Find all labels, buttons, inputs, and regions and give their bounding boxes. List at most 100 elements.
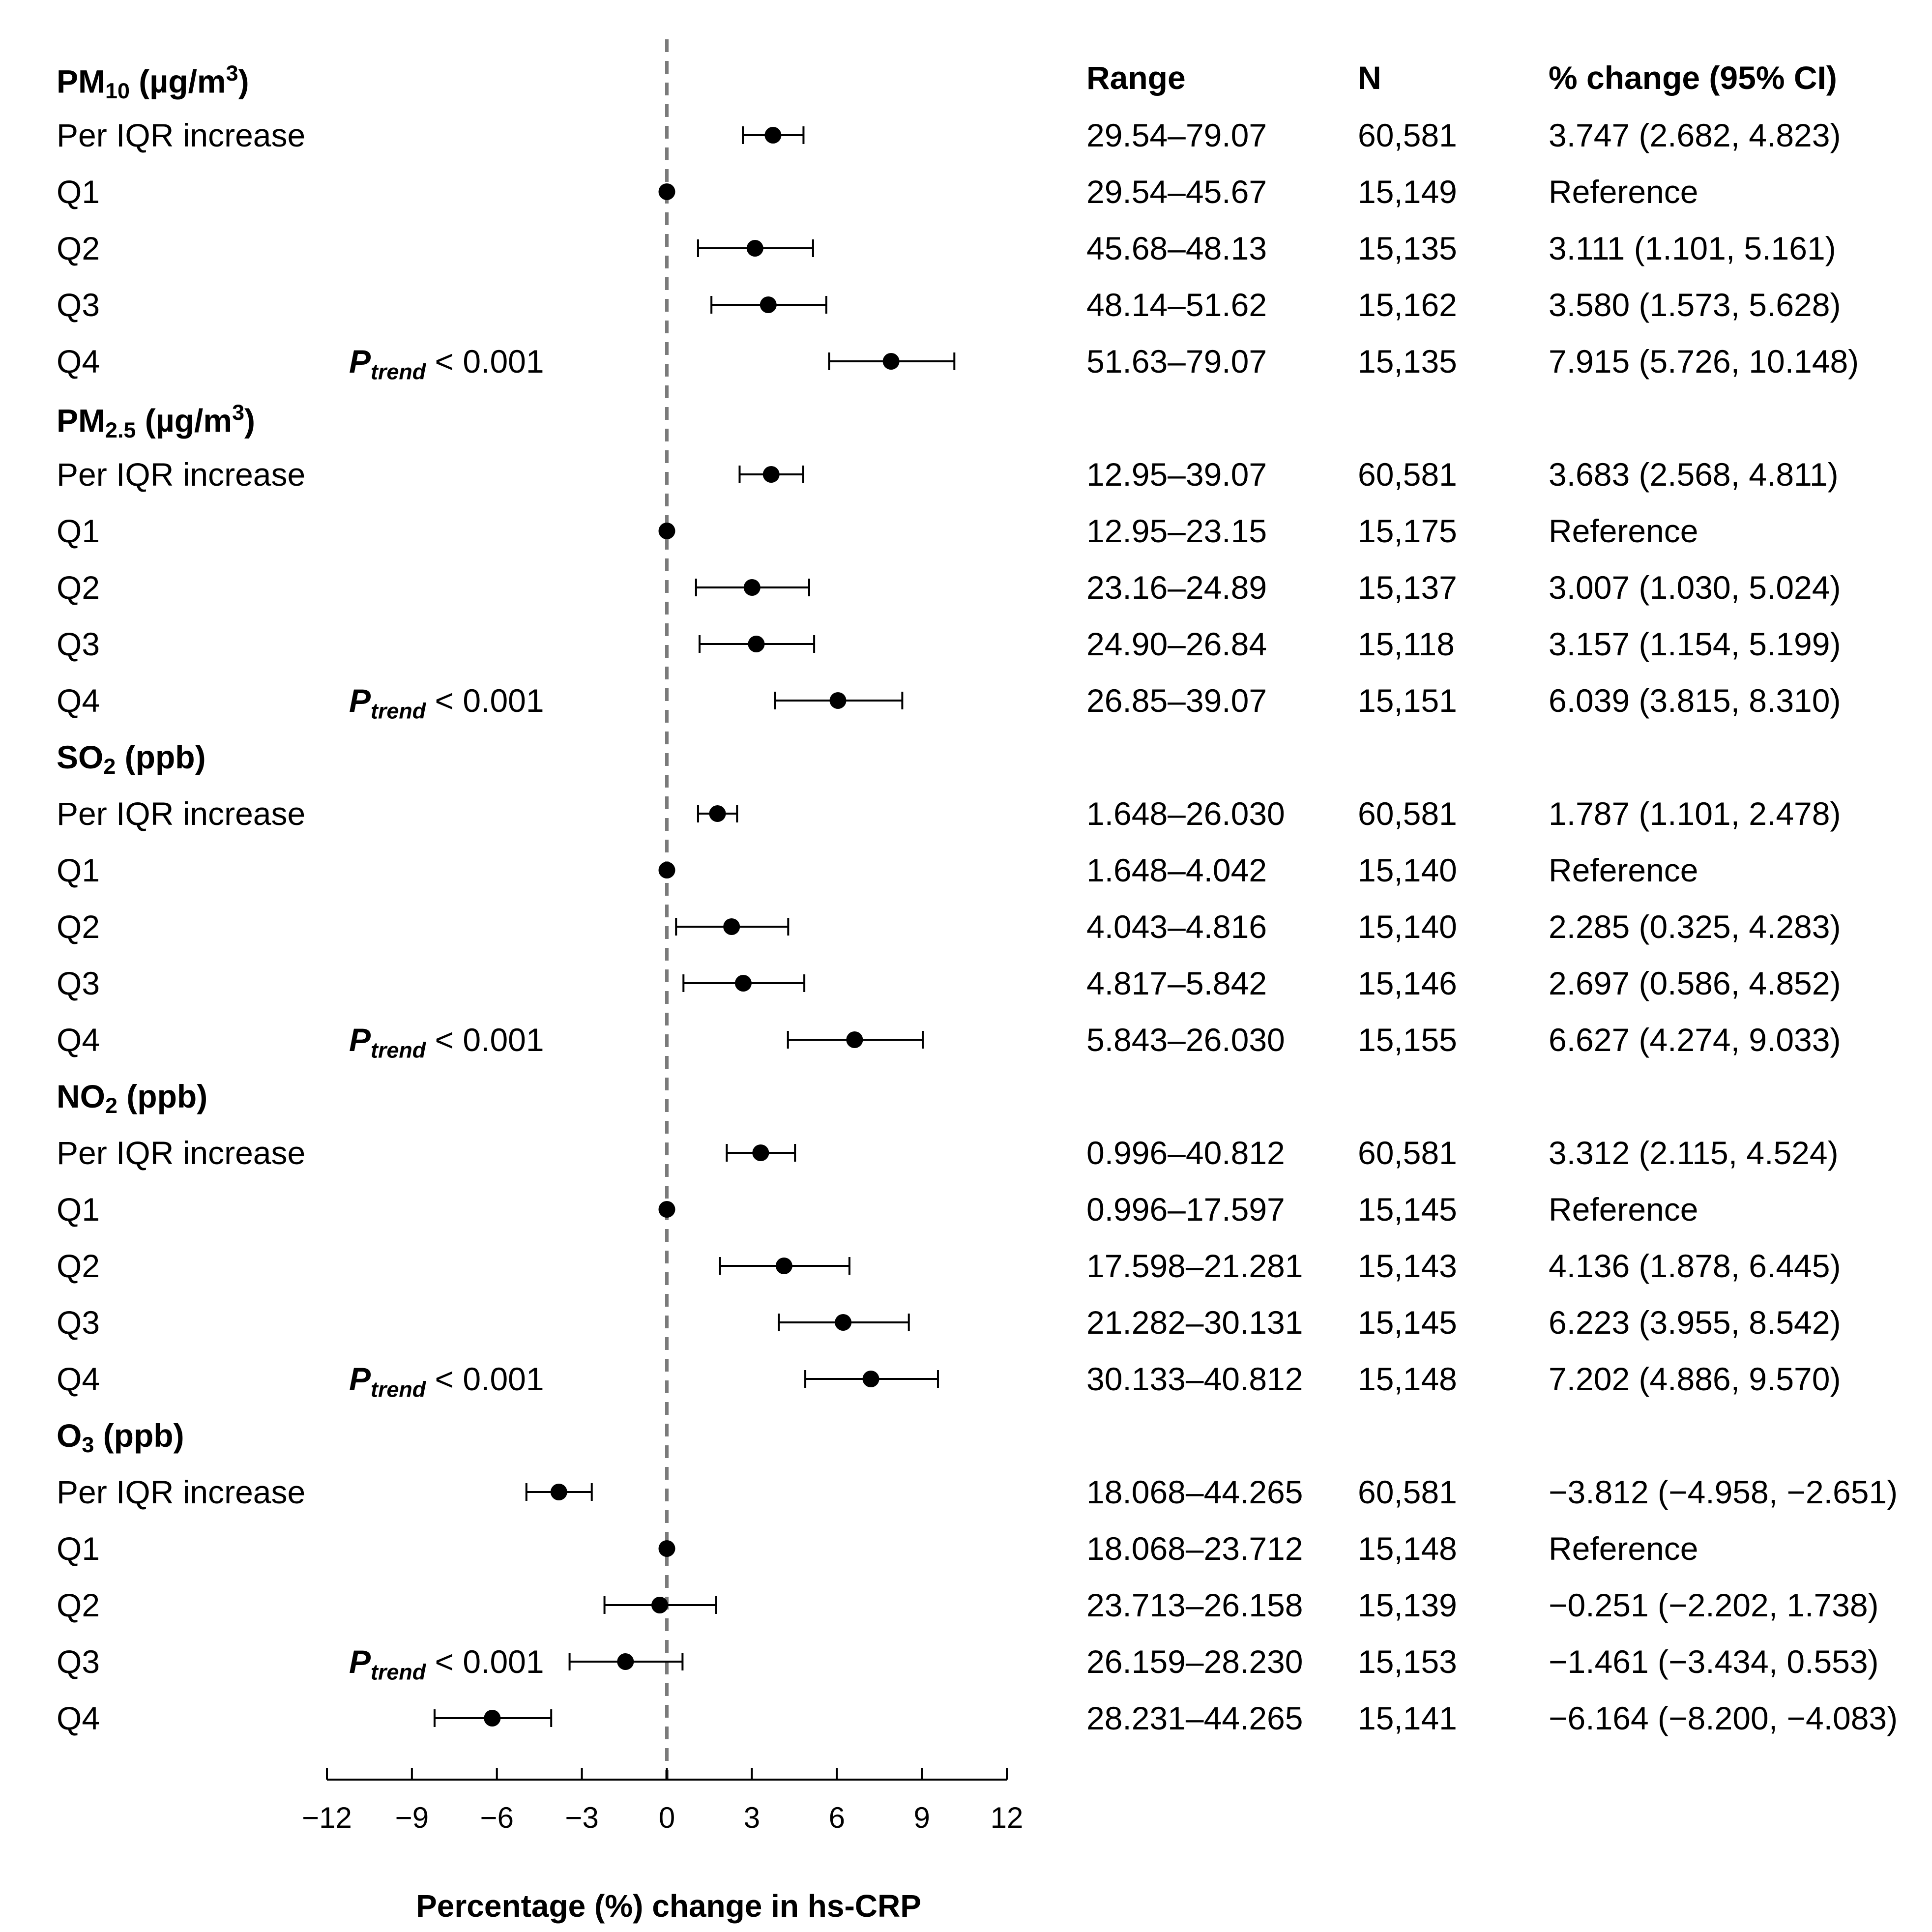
point-estimate — [734, 975, 752, 992]
row-label: Q3 — [57, 1643, 100, 1680]
range-cell: 21.282–30.131 — [1086, 1304, 1303, 1341]
x-tick-label: 3 — [744, 1801, 760, 1834]
n-cell: 15,143 — [1358, 1248, 1457, 1284]
n-cell: 60,581 — [1358, 117, 1457, 153]
pollutant-subscript: 10 — [105, 78, 130, 103]
pollutant-header: O3 (ppb) — [57, 1419, 184, 1456]
pollutant-unit-end: ) — [244, 402, 256, 439]
percent-change-cell: 6.223 (3.955, 8.542) — [1549, 1304, 1841, 1341]
pollutant-name: PM — [57, 63, 105, 100]
point-estimate — [617, 1653, 634, 1670]
point-estimate — [658, 862, 675, 878]
n-cell: 15,155 — [1358, 1022, 1457, 1058]
percent-change-cell: −6.164 (−8.200, −4.083) — [1549, 1700, 1898, 1736]
x-tick-label: 9 — [913, 1801, 930, 1834]
percent-change-cell: 3.580 (1.573, 5.628) — [1549, 287, 1841, 323]
n-cell: 15,140 — [1358, 852, 1457, 888]
percent-change-cell: 2.697 (0.586, 4.852) — [1549, 965, 1841, 1001]
percent-change-cell: 3.111 (1.101, 5.161) — [1549, 230, 1836, 266]
row-label: Q2 — [57, 230, 100, 266]
point-estimate — [709, 805, 726, 822]
point-estimate — [760, 296, 777, 313]
range-cell: 26.159–28.230 — [1086, 1643, 1303, 1680]
range-cell: 29.54–79.07 — [1086, 117, 1267, 153]
row-label: Q1 — [57, 174, 100, 210]
p-trend-label: Ptrend < 0.001 — [349, 1024, 544, 1061]
pollutant-header: PM2.5 (µg/m3) — [57, 401, 256, 442]
row-label: Q3 — [57, 965, 100, 1001]
point-estimate — [835, 1314, 852, 1331]
percent-change-cell: 3.157 (1.154, 5.199) — [1549, 626, 1841, 662]
p-trend-p: P — [349, 343, 371, 380]
row-label: Q4 — [57, 1361, 100, 1397]
range-cell: 12.95–23.15 — [1086, 513, 1267, 549]
point-estimate — [846, 1031, 863, 1048]
p-trend-label: Ptrend < 0.001 — [349, 1645, 544, 1683]
n-cell: 15,146 — [1358, 965, 1457, 1001]
x-tick-label: 6 — [829, 1801, 845, 1834]
percent-change-cell: 3.683 (2.568, 4.811) — [1549, 456, 1839, 493]
point-estimate — [658, 1540, 675, 1557]
p-trend-subscript: trend — [371, 698, 426, 724]
p-trend-value: < 0.001 — [426, 1643, 544, 1680]
pollutant-subscript: 2 — [105, 1093, 117, 1118]
range-cell: 30.133–40.812 — [1086, 1361, 1303, 1397]
range-cell: 12.95–39.07 — [1086, 456, 1267, 493]
row-label: Q4 — [57, 1022, 100, 1058]
percent-change-cell: 7.915 (5.726, 10.148) — [1549, 343, 1859, 380]
range-cell: 4.043–4.816 — [1086, 908, 1267, 945]
p-trend-subscript: trend — [371, 1376, 426, 1402]
range-cell: 29.54–45.67 — [1086, 174, 1267, 210]
x-tick-label: 12 — [991, 1801, 1024, 1834]
range-column-header: Range — [1086, 59, 1186, 96]
point-estimate — [746, 240, 763, 257]
row-label: Per IQR increase — [57, 1135, 306, 1171]
n-cell: 15,139 — [1358, 1587, 1457, 1623]
range-cell: 17.598–21.281 — [1086, 1248, 1303, 1284]
pollutant-unit: (ppb) — [117, 1078, 208, 1114]
row-label: Per IQR increase — [57, 456, 306, 493]
n-cell: 15,162 — [1358, 287, 1457, 323]
percent-change-cell: 3.747 (2.682, 4.823) — [1549, 117, 1841, 153]
row-label: Q1 — [57, 852, 100, 888]
x-tick-label: 0 — [659, 1801, 675, 1834]
percent-change-cell: −0.251 (−2.202, 1.738) — [1549, 1587, 1879, 1623]
pollutant-unit-superscript: 3 — [226, 60, 238, 86]
pollutant-header: SO2 (ppb) — [57, 741, 206, 778]
pollutant-header: PM10 (µg/m3) — [57, 62, 249, 102]
pollutant-subscript: 2.5 — [105, 417, 136, 442]
x-tick-label: −12 — [302, 1801, 352, 1834]
point-estimate — [752, 1144, 769, 1161]
pollutant-name: NO — [57, 1078, 105, 1114]
p-trend-value: < 0.001 — [426, 1361, 544, 1397]
p-trend-label: Ptrend < 0.001 — [349, 684, 544, 722]
n-cell: 15,149 — [1358, 174, 1457, 210]
percent-change-cell: 6.627 (4.274, 9.033) — [1549, 1022, 1841, 1058]
pollutant-header: NO2 (ppb) — [57, 1080, 207, 1117]
point-estimate — [762, 466, 780, 483]
x-tick-label: −6 — [480, 1801, 514, 1834]
n-cell: 15,148 — [1358, 1361, 1457, 1397]
range-cell: 51.63–79.07 — [1086, 343, 1267, 380]
percent-change-cell: 6.039 (3.815, 8.310) — [1549, 682, 1841, 719]
n-cell: 15,135 — [1358, 230, 1457, 266]
percent-change-cell: Reference — [1549, 174, 1698, 210]
pollutant-subscript: 2 — [103, 754, 116, 779]
point-estimate — [651, 1597, 669, 1613]
range-cell: 0.996–17.597 — [1086, 1191, 1285, 1228]
percent-change-cell: 7.202 (4.886, 9.570) — [1549, 1361, 1841, 1397]
n-cell: 15,148 — [1358, 1530, 1457, 1567]
point-estimate — [484, 1710, 501, 1727]
n-cell: 60,581 — [1358, 1474, 1457, 1510]
row-label: Per IQR increase — [57, 117, 306, 153]
point-estimate — [882, 353, 900, 370]
row-label: Q2 — [57, 908, 100, 945]
n-cell: 15,175 — [1358, 513, 1457, 549]
point-estimate — [743, 579, 761, 596]
percent-change-cell: 3.007 (1.030, 5.024) — [1549, 569, 1841, 606]
point-estimate — [775, 1258, 792, 1274]
row-label: Q1 — [57, 1530, 100, 1567]
n-cell: 15,145 — [1358, 1191, 1457, 1228]
range-cell: 0.996–40.812 — [1086, 1135, 1285, 1171]
